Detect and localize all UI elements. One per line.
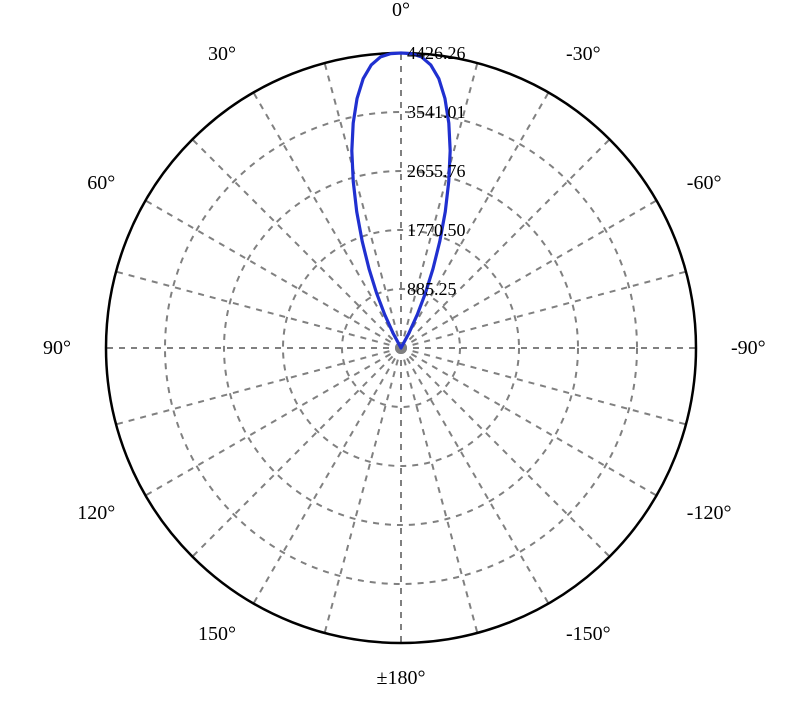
angle-label: -30° [566,43,601,65]
angle-label: -120° [687,502,732,524]
polar-chart: 885.25 1770.50 2655.76 3541.01 4426.26 ±180° -… [0,0,803,703]
angle-label: ±180° [377,667,426,689]
angle-label: 60° [87,172,115,194]
radial-label: 3541.01 [407,102,466,122]
angle-label: -90° [731,337,766,359]
angle-label: 30° [208,43,236,65]
angle-label: -150° [566,623,611,645]
angle-label: 150° [198,623,236,645]
radial-label: 2655.76 [407,161,466,181]
radial-label: 885.25 [407,279,457,299]
angle-label: 120° [77,502,115,524]
radial-label: 1770.50 [407,220,466,240]
angle-label: 90° [43,337,71,359]
angle-label: -60° [687,172,722,194]
radial-label: 4426.26 [407,43,466,63]
angle-label: 0° [392,0,410,21]
